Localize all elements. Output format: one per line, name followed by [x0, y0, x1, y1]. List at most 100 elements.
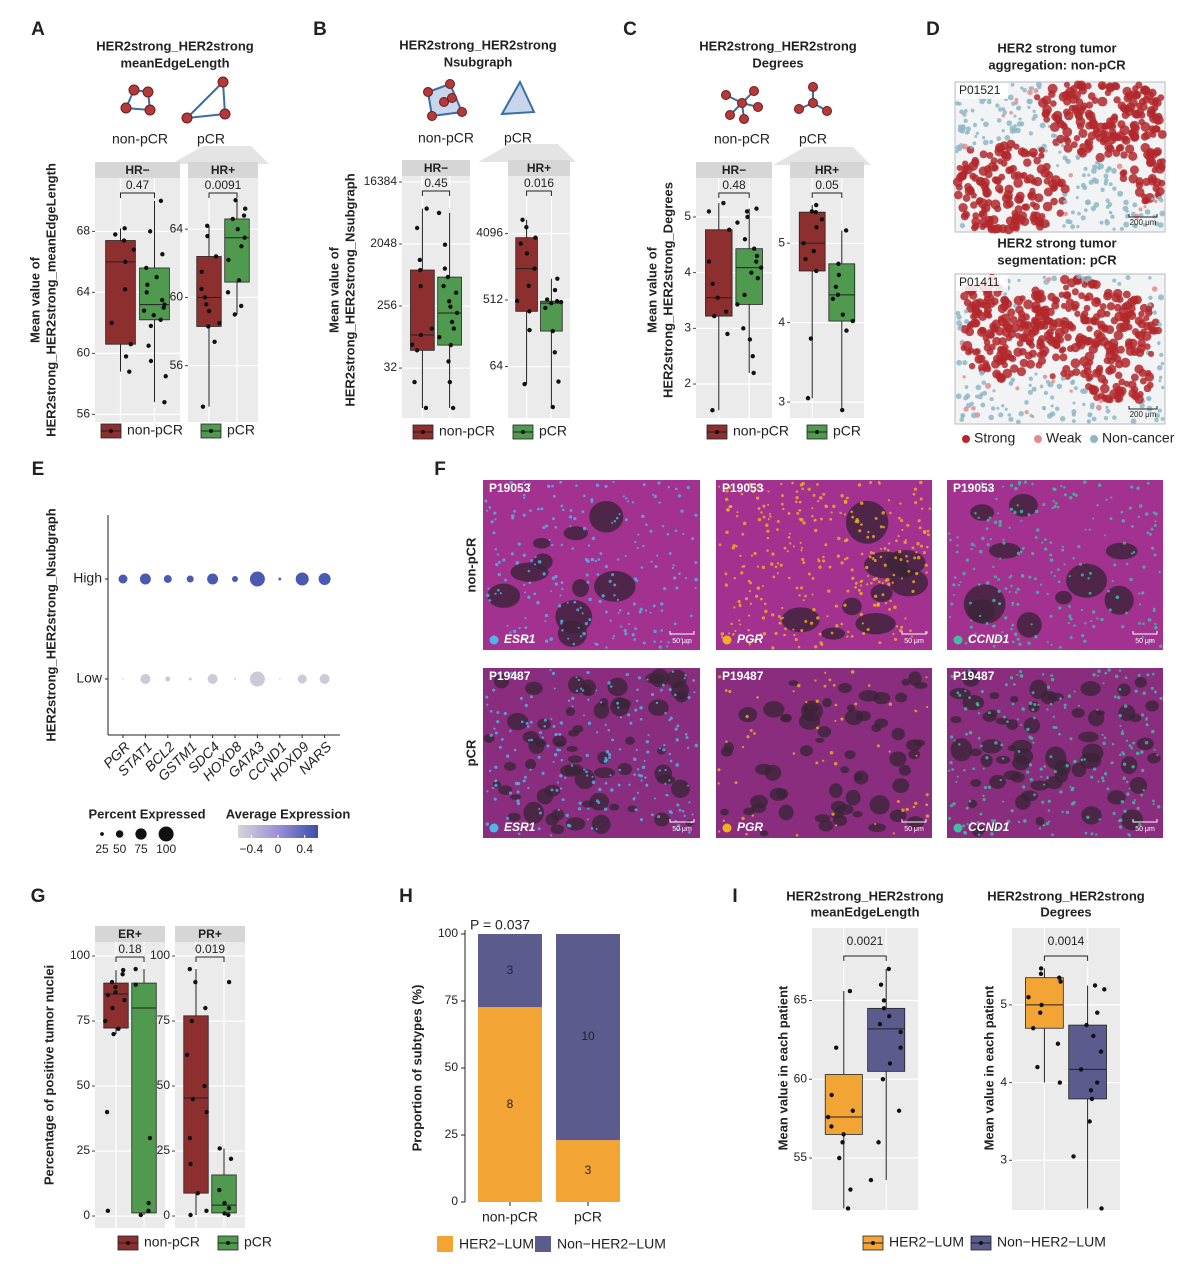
- data-point: [706, 209, 712, 214]
- cell: [1042, 201, 1053, 212]
- cell: [1068, 370, 1075, 377]
- gene-signal: [860, 523, 863, 526]
- gene-signal: [575, 484, 578, 487]
- gene-signal: [922, 551, 926, 555]
- gene-signal: [1016, 602, 1020, 606]
- gene-signal: [778, 621, 782, 625]
- gene-signal: [792, 545, 795, 548]
- cell: [1069, 389, 1073, 393]
- stroma: [995, 755, 1011, 765]
- legend-dot: [1090, 435, 1098, 443]
- gene-signal: [718, 485, 721, 488]
- data-point: [1095, 1010, 1100, 1015]
- gene-signal: [637, 676, 642, 680]
- gene-signal: [720, 636, 724, 639]
- cell: [1142, 223, 1146, 227]
- gene-signal: [674, 727, 678, 731]
- cell: [971, 174, 979, 182]
- gene-signal: [1087, 577, 1090, 580]
- gene-signal: [906, 559, 909, 563]
- gene-signal: [1046, 685, 1051, 689]
- cell: [995, 103, 1000, 108]
- gene-signal: [795, 490, 799, 493]
- cell: [1058, 91, 1069, 102]
- y-tick-label: 64: [490, 359, 504, 373]
- gene-signal: [658, 501, 661, 504]
- cell: [1059, 416, 1066, 422]
- gene-signal: [502, 558, 506, 562]
- gene-signal: [1069, 785, 1072, 788]
- y-axis-label: Mean value of: [326, 246, 341, 333]
- cell: [1099, 220, 1104, 225]
- stroma: [788, 680, 799, 686]
- cell: [1091, 340, 1100, 349]
- gene-signal: [1010, 809, 1014, 813]
- gene-signal: [873, 558, 877, 562]
- gene-signal: [640, 779, 643, 782]
- gene-signal: [534, 555, 537, 558]
- cell: [990, 224, 1000, 234]
- gene-signal: [915, 571, 919, 576]
- gene-signal: [794, 637, 798, 642]
- gene-signal: [1105, 498, 1108, 501]
- gene-signal: [964, 689, 967, 693]
- gene-signal: [1049, 541, 1053, 544]
- data-point: [524, 224, 529, 230]
- gene-signal: [675, 763, 679, 767]
- cell: [1030, 211, 1038, 218]
- gene-signal: [720, 632, 725, 636]
- gene-signal: [489, 709, 493, 713]
- gene-signal: [622, 495, 625, 498]
- cell: [1013, 178, 1023, 188]
- gene-signal: [526, 725, 530, 728]
- data-point: [549, 300, 554, 306]
- gene-signal: [1020, 723, 1023, 727]
- gene-label: ESR1: [504, 632, 536, 646]
- gene-signal: [1123, 704, 1128, 708]
- gene-signal: [579, 606, 582, 609]
- gene-signal: [1002, 541, 1006, 545]
- data-point: [424, 206, 429, 211]
- gene-signal: [1028, 575, 1032, 579]
- image-title: aggregation: non-pCR: [988, 57, 1126, 72]
- legend-label: pCR: [539, 423, 567, 439]
- gene-signal: [1122, 762, 1127, 766]
- gene-signal: [628, 783, 631, 786]
- gene-signal: [972, 767, 976, 771]
- gene-signal: [954, 678, 957, 681]
- data-point: [217, 1146, 222, 1151]
- gene-signal: [1146, 481, 1150, 485]
- stroma: [674, 690, 689, 703]
- cell: [1013, 224, 1020, 232]
- data-point: [754, 259, 759, 264]
- data-point: [1038, 1010, 1043, 1015]
- cell: [956, 320, 962, 326]
- gene-signal: [816, 500, 820, 503]
- data-point: [102, 1018, 108, 1024]
- gene-signal: [835, 824, 838, 827]
- cell: [1077, 122, 1085, 130]
- cell: [1065, 305, 1072, 312]
- gene-signal: [959, 581, 962, 584]
- gene-signal: [798, 508, 802, 512]
- gene-signal: [598, 599, 602, 604]
- gene-signal: [694, 561, 698, 564]
- cell: [999, 141, 1009, 151]
- gene-signal: [953, 675, 957, 679]
- gene-signal: [494, 765, 498, 769]
- gene-signal: [1030, 623, 1033, 626]
- gene-signal: [725, 497, 729, 502]
- cell: [1113, 96, 1121, 104]
- gene-signal: [1019, 509, 1024, 514]
- cell: [988, 414, 994, 421]
- gene-signal: [638, 610, 642, 614]
- gene-signal: [1096, 708, 1099, 711]
- data-point: [123, 259, 128, 265]
- gene-signal: [1006, 720, 1009, 724]
- cell: [1043, 187, 1053, 197]
- gene-signal: [554, 574, 558, 579]
- gene-signal: [1033, 702, 1037, 707]
- gene-signal: [1049, 553, 1053, 557]
- icon-node: [445, 79, 455, 89]
- gene-signal: [1135, 751, 1140, 756]
